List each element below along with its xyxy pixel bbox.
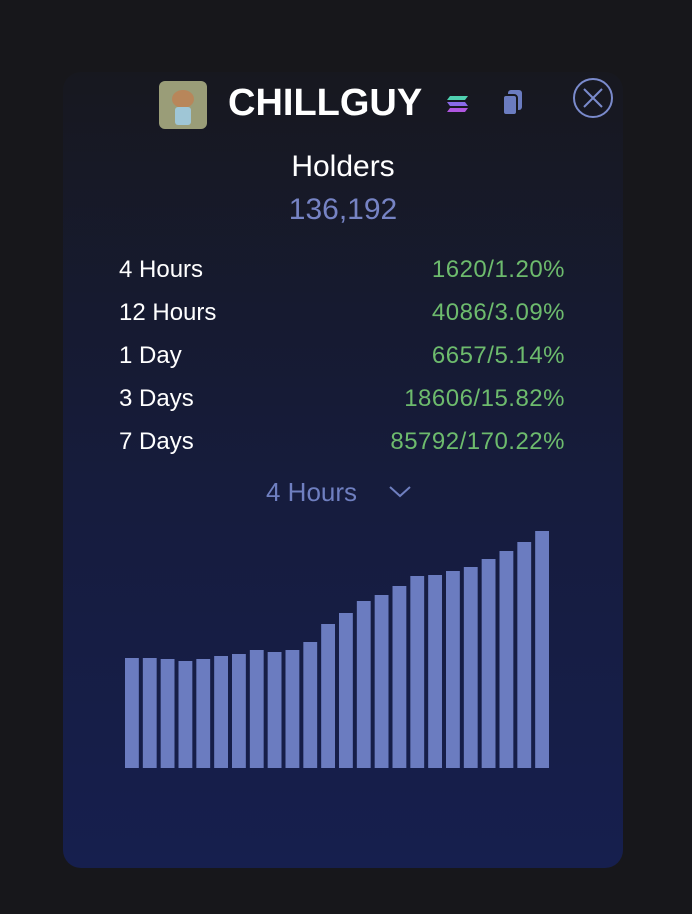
change: 18606/15.82% — [404, 385, 565, 412]
copy-button[interactable] — [500, 88, 526, 118]
chevron — [389, 486, 411, 498]
period: 1 Day — [119, 342, 182, 369]
change: 1620/1.20% — [431, 256, 565, 283]
stat-row: 4 Hours 1620/1.20% — [119, 256, 565, 286]
period: 7 Days — [119, 428, 194, 455]
dropdown-label: 4 Hours — [266, 477, 358, 507]
close-button[interactable] — [571, 77, 615, 121]
stat-row: 1 Day 6657/5.14% — [119, 342, 565, 372]
stat-row: 12 Hours 4086/3.09% — [119, 299, 565, 329]
interval-dropdown[interactable]: 4 Hours — [266, 477, 416, 508]
change: 6657/5.14% — [431, 342, 565, 369]
chain-icon — [447, 96, 468, 112]
token-icon — [159, 81, 207, 129]
holders-value: 136,192 — [288, 193, 398, 226]
period: 4 Hours — [119, 256, 204, 283]
stat-row: 7 Days 85792/170.22% — [119, 428, 565, 458]
stat-row: 3 Days 18606/15.82% — [119, 385, 565, 415]
token-title: CHILLGUY — [228, 82, 423, 124]
change: 85792/170.22% — [390, 428, 565, 455]
period: 3 Days — [119, 385, 194, 412]
card — [63, 72, 623, 868]
change: 4086/3.09% — [431, 299, 565, 326]
period: 12 Hours — [119, 299, 217, 326]
holders-label: Holders — [291, 150, 395, 183]
